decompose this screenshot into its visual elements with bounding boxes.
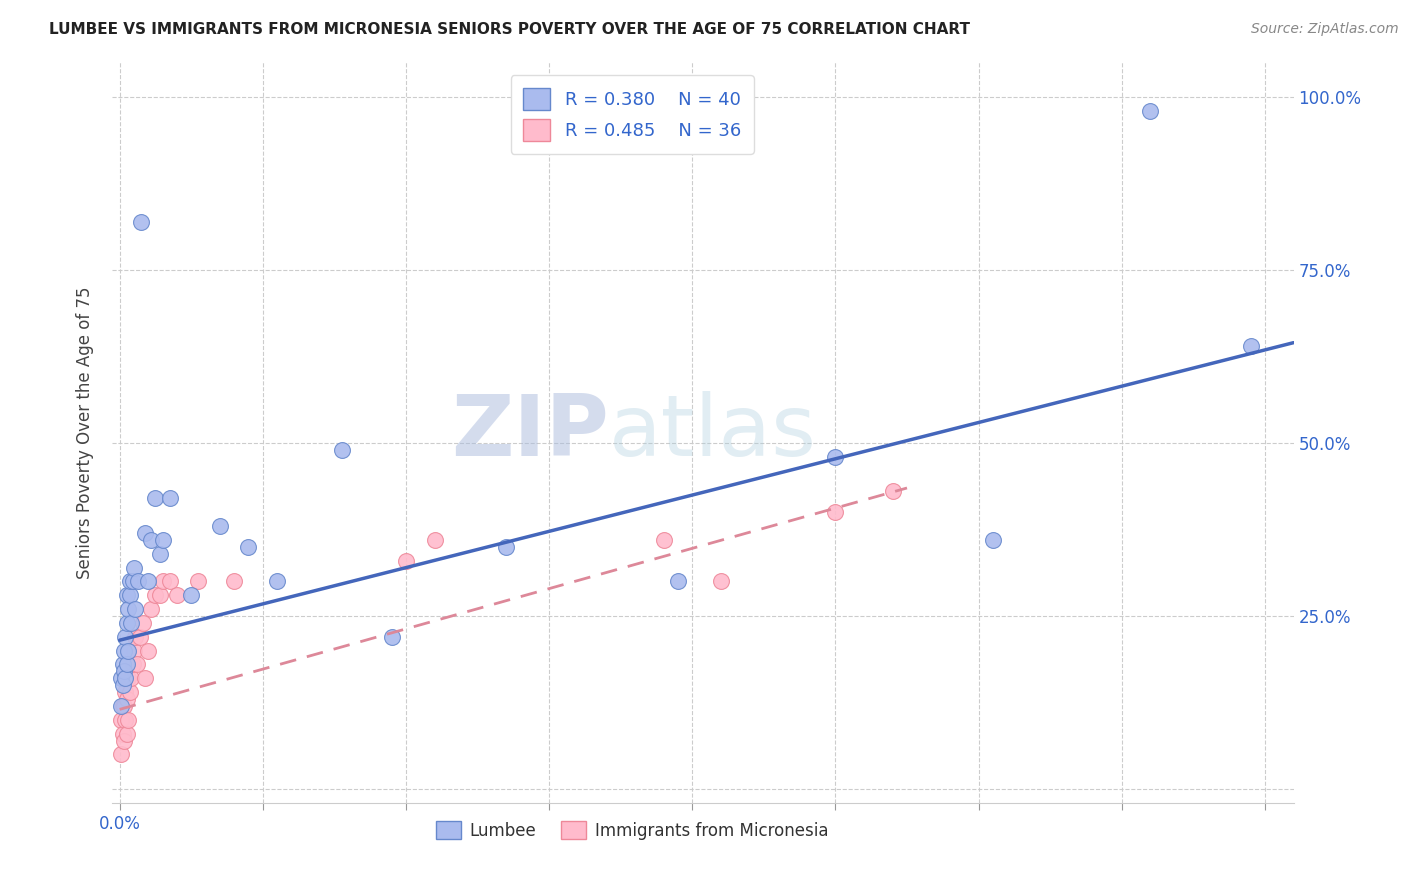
Point [122,560,145,574]
Point [266,574,288,589]
Point [127,574,149,589]
Point [131,615,153,630]
Point [238,540,260,554]
Point [121,574,143,589]
Point [120,671,142,685]
Point [112,665,135,679]
Point [129,214,152,228]
Point [381,630,404,644]
Y-axis label: Seniors Poverty Over the Age of 75: Seniors Poverty Over the Age of 75 [76,286,94,579]
Point [111,698,134,713]
Point [159,491,181,506]
Point [120,615,142,630]
Point [117,643,139,657]
Point [111,726,134,740]
Point [114,671,136,685]
Point [111,657,134,672]
Point [110,747,132,762]
Point [122,643,145,657]
Legend: Lumbee, Immigrants from Micronesia: Lumbee, Immigrants from Micronesia [429,814,835,847]
Point [145,491,167,506]
Point [124,630,146,644]
Point [115,726,138,740]
Point [112,643,135,657]
Point [159,574,181,589]
Point [125,657,148,672]
Point [114,630,136,644]
Point [882,484,904,499]
Point [114,685,136,699]
Point [134,525,156,540]
Point [136,643,159,657]
Point [187,574,209,589]
Point [139,533,162,547]
Point [117,602,139,616]
Point [121,657,143,672]
Point [666,574,689,589]
Point [112,698,135,713]
Point [115,692,138,706]
Point [118,588,141,602]
Point [824,505,846,519]
Point [145,588,167,602]
Point [224,574,246,589]
Point [124,602,146,616]
Point [395,554,418,568]
Point [118,685,141,699]
Text: LUMBEE VS IMMIGRANTS FROM MICRONESIA SENIORS POVERTY OVER THE AGE OF 75 CORRELAT: LUMBEE VS IMMIGRANTS FROM MICRONESIA SEN… [49,22,970,37]
Point [652,533,675,547]
Point [824,450,846,464]
Point [115,588,138,602]
Point [1239,339,1261,353]
Point [1139,103,1161,118]
Point [139,602,162,616]
Point [710,574,733,589]
Point [114,713,136,727]
Point [118,574,141,589]
Point [152,574,174,589]
Point [166,588,188,602]
Text: atlas: atlas [609,391,817,475]
Point [110,698,132,713]
Text: Source: ZipAtlas.com: Source: ZipAtlas.com [1251,22,1399,37]
Point [149,588,172,602]
Point [117,713,139,727]
Text: ZIP: ZIP [451,391,609,475]
Point [128,630,150,644]
Point [110,671,132,685]
Point [115,657,138,672]
Point [423,533,446,547]
Point [495,540,517,554]
Point [112,733,135,747]
Point [208,519,231,533]
Point [981,533,1004,547]
Point [117,671,139,685]
Point [149,547,172,561]
Point [152,533,174,547]
Point [134,671,156,685]
Point [111,678,134,692]
Point [115,615,138,630]
Point [110,713,132,727]
Point [136,574,159,589]
Point [330,442,353,457]
Point [180,588,202,602]
